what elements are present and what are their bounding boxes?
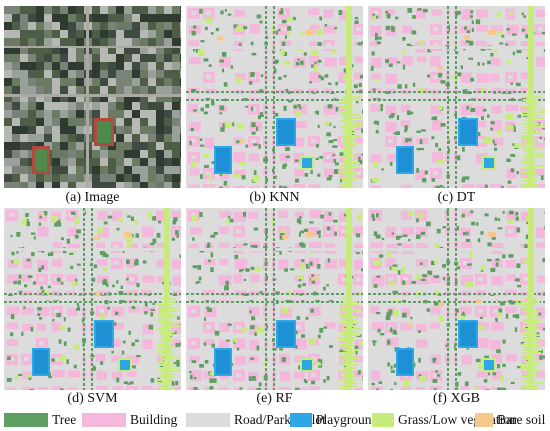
legend-item-building: Building (82, 411, 177, 429)
legend-swatch (372, 413, 394, 427)
caption-knn: (b) KNN (249, 190, 300, 205)
legend-swatch (186, 413, 230, 427)
panel-image (4, 6, 181, 188)
legend-swatch (475, 413, 493, 427)
caption-svm: (d) SVM (67, 391, 118, 406)
panel-knn (186, 6, 363, 188)
satellite-image (4, 6, 181, 188)
legend: Tree Building Road/Parking lot Playgroun… (4, 411, 548, 429)
classification-map-knn (186, 6, 363, 188)
panel-svm (4, 208, 181, 390)
legend-swatch (4, 413, 48, 427)
classification-map-dt (368, 6, 545, 188)
legend-label: Tree (52, 412, 77, 427)
legend-swatch (290, 413, 312, 427)
legend-item-tree: Tree (4, 411, 76, 429)
panel-dt (368, 6, 545, 188)
legend-swatch (82, 413, 126, 427)
panel-xgb (368, 208, 545, 390)
classification-map-svm (4, 208, 181, 390)
legend-item-playground: Playground (290, 411, 378, 429)
classification-map-xgb (368, 208, 545, 390)
caption-rf: (e) RF (256, 391, 293, 406)
caption-xgb: (f) XGB (432, 391, 481, 406)
classification-map-rf (186, 208, 363, 390)
caption-dt: (c) DT (437, 190, 476, 205)
caption-image: (a) Image (65, 190, 120, 205)
legend-item-bare-soil: Bare soil (475, 411, 545, 429)
legend-label: Playground (316, 412, 379, 427)
legend-label: Bare soil (497, 412, 546, 427)
legend-label: Building (130, 412, 178, 427)
panel-rf (186, 208, 363, 390)
